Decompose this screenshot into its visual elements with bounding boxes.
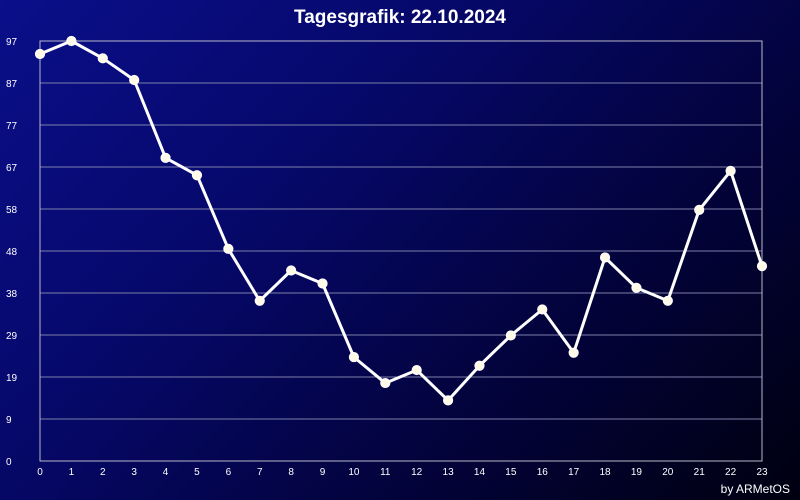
x-tick-label: 3 (131, 467, 137, 478)
x-tick-label: 16 (537, 467, 549, 478)
data-point (537, 304, 548, 315)
data-point (317, 278, 328, 289)
x-tick-label: 7 (257, 467, 263, 478)
x-tick-label: 8 (288, 467, 294, 478)
x-tick-label: 14 (474, 467, 486, 478)
data-point (756, 261, 768, 272)
data-point (129, 74, 140, 86)
data-point (599, 252, 611, 263)
x-tick-label: 20 (662, 467, 674, 478)
y-tick-label: 29 (6, 331, 18, 342)
y-tick-label: 87 (6, 79, 18, 90)
data-point (223, 243, 234, 254)
chart-title: Tagesgrafik: 22.10.2024 (294, 7, 506, 28)
data-point (631, 282, 642, 293)
grid-lines (40, 82, 762, 420)
data-point (66, 35, 77, 47)
y-tick-label: 97 (6, 37, 18, 48)
data-point (411, 364, 422, 376)
data-point (662, 295, 673, 306)
x-tick-label: 4 (163, 467, 169, 478)
y-tick-label: 0 (6, 457, 12, 468)
data-point (474, 360, 485, 371)
series-layer (34, 35, 768, 406)
x-tick-label: 10 (348, 467, 360, 478)
series-line (38, 39, 764, 402)
data-point (254, 295, 265, 306)
data-point (380, 377, 391, 389)
plot-frame (39, 40, 763, 462)
y-tick-label: 9 (6, 415, 12, 426)
y-tick-label: 58 (6, 205, 18, 216)
y-tick-label: 77 (6, 121, 18, 132)
data-point (97, 53, 108, 64)
x-tick-label: 13 (443, 467, 455, 478)
data-point (191, 170, 203, 181)
data-point (34, 48, 46, 60)
x-tick-label: 19 (631, 467, 643, 478)
y-tick-label: 38 (6, 289, 18, 300)
x-tick-label: 23 (756, 467, 768, 478)
x-tick-label: 6 (226, 467, 232, 478)
data-point (442, 395, 454, 406)
x-tick-label: 9 (320, 467, 326, 478)
data-point (160, 152, 171, 164)
y-tick-label: 48 (6, 247, 18, 258)
x-tick-label: 5 (194, 467, 200, 478)
data-point (725, 165, 736, 176)
data-point (694, 204, 705, 215)
y-axis-ticks: 0 9 19 29 38 48 58 67 77 87 97 (6, 37, 18, 468)
x-tick-label: 18 (599, 467, 611, 478)
x-tick-label: 2 (100, 467, 106, 478)
data-point (348, 351, 360, 363)
x-axis-ticks: 0 1 2 3 4 5 6 7 8 9 10 11 12 13 14 15 16 17 18 19 20 21 22 23 (37, 467, 768, 478)
x-tick-label: 15 (505, 467, 517, 478)
x-tick-label: 12 (411, 467, 423, 478)
data-point (505, 330, 516, 341)
data-point (286, 265, 297, 276)
data-point (568, 347, 579, 358)
x-tick-label: 17 (568, 467, 580, 478)
x-tick-label: 1 (69, 467, 75, 478)
y-tick-label: 67 (6, 163, 18, 174)
x-tick-label: 0 (37, 467, 43, 478)
credit-label: by ARMetOS (721, 482, 790, 496)
y-tick-label: 19 (6, 373, 18, 384)
x-tick-label: 22 (725, 467, 737, 478)
x-tick-label: 21 (694, 467, 706, 478)
x-tick-label: 11 (380, 467, 391, 478)
